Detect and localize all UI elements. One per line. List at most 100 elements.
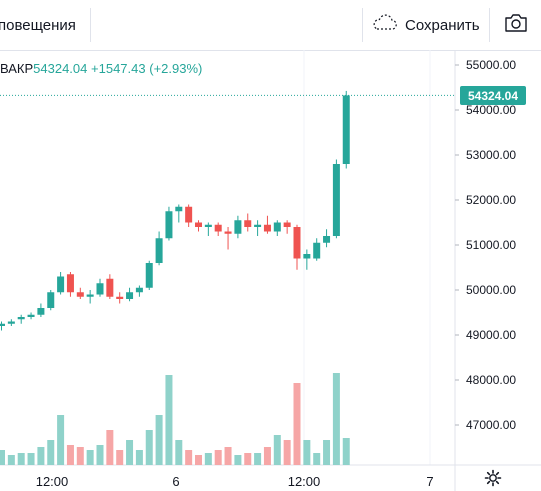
screenshot-button[interactable] (489, 8, 541, 42)
volume-bar (145, 430, 153, 465)
volume-bar (185, 450, 193, 465)
alerts-label: повещения (0, 16, 76, 34)
volume-bar (66, 445, 74, 465)
save-label: Сохранить (405, 16, 480, 34)
volume-bar (57, 415, 65, 465)
volume-bar (165, 375, 173, 465)
volume-bar (303, 440, 311, 465)
candle-body (86, 294, 94, 297)
candle-body (293, 227, 301, 259)
volume-bar (175, 440, 183, 465)
gear-icon[interactable] (480, 466, 506, 490)
candle-body (57, 276, 65, 293)
legend-change-percent: (+2.93%) (149, 61, 203, 76)
x-tick-label: 12:00 (288, 474, 321, 489)
volume-bar (263, 447, 271, 465)
candle-body (27, 314, 35, 317)
camera-icon (504, 13, 528, 38)
x-tick-label: 12:00 (36, 474, 69, 489)
candle-body (234, 220, 242, 234)
candle-body (165, 211, 173, 239)
price-chart[interactable]: 55000.00 54000.00 53000.00 52000.00 51000.00… (0, 50, 541, 491)
candle-body (313, 242, 321, 259)
volume-bar (204, 453, 212, 465)
volume-bar (96, 445, 104, 465)
candle-body (204, 224, 212, 227)
candle-body (185, 206, 193, 223)
volume-bar (86, 450, 94, 465)
legend-change: +1547.43 (91, 61, 146, 76)
candle-body (47, 292, 55, 308)
volume-bar (0, 450, 5, 465)
volume-bar (195, 455, 202, 465)
volume-bar (155, 415, 163, 465)
candle-body (155, 238, 163, 263)
y-tick-label: 53000.00 (466, 148, 516, 162)
candle-body (273, 222, 281, 232)
volume-bar (214, 450, 222, 465)
volume-bar (47, 440, 55, 465)
candle-body (145, 263, 153, 288)
candle-body (263, 224, 271, 232)
volume-bar (37, 447, 45, 465)
cloud-icon (371, 14, 399, 36)
legend-last-price: 54324.04 (33, 61, 88, 76)
symbol-name: ВАКР (0, 61, 34, 76)
volume-bar (116, 450, 124, 465)
x-tick-label: 7 (426, 474, 433, 489)
candle-body (76, 292, 84, 297)
top-toolbar: повещения Сохранить (0, 0, 541, 51)
y-tick-label: 49000.00 (466, 328, 516, 342)
volume-bar (27, 453, 35, 465)
volume-bar (332, 373, 340, 465)
y-tick-label: 48000.00 (466, 373, 516, 387)
volume-bar (293, 383, 301, 465)
volume-bar (254, 453, 262, 465)
volume-bar (342, 438, 350, 465)
volume-bar (244, 453, 252, 465)
volume-bar (135, 450, 143, 465)
candle-body (66, 274, 74, 293)
candle-body (0, 323, 5, 326)
candle-body (126, 292, 134, 299)
candle-body (175, 206, 183, 212)
candle-body (96, 283, 104, 295)
volume-bar (323, 440, 331, 465)
candle-body (37, 308, 45, 315)
candle-body (106, 278, 114, 297)
volume-bar (126, 440, 134, 465)
symbol-legend: ВАКР54324.04 +1547.43 (+2.93%) (0, 61, 202, 76)
candle-body (224, 231, 232, 234)
y-tick-label: 50000.00 (466, 283, 516, 297)
candle-body (244, 220, 252, 227)
y-tick-label: 52000.00 (466, 193, 516, 207)
alerts-button[interactable]: повещения (0, 8, 91, 42)
volume-bar (313, 453, 321, 465)
volume-bar (283, 440, 291, 465)
candle-body (283, 222, 291, 227)
y-tick-label: 47000.00 (466, 418, 516, 432)
candle-body (342, 95, 350, 164)
candle-body (195, 222, 202, 227)
volume-bar (234, 455, 242, 465)
candle-body (7, 321, 15, 324)
last-price-tag: 54324.04 (460, 86, 526, 105)
candle-body (254, 224, 262, 227)
x-tick-label: 6 (172, 474, 179, 489)
candle-body (116, 296, 124, 299)
volume-bar (106, 430, 114, 465)
candle-body (303, 254, 311, 259)
candle-body (323, 236, 331, 243)
save-button[interactable]: Сохранить (362, 8, 488, 42)
volume-bar (273, 435, 281, 465)
y-tick-label: 51000.00 (466, 238, 516, 252)
y-tick-label: 55000.00 (466, 58, 516, 72)
candle-body (17, 317, 25, 320)
volume-bar (224, 447, 232, 465)
y-tick-label: 54000.00 (466, 103, 516, 117)
volume-bar (7, 455, 15, 465)
volume-bar (17, 453, 25, 465)
candle-body (332, 164, 340, 236)
candle-body (214, 224, 222, 232)
candle-body (135, 287, 143, 293)
